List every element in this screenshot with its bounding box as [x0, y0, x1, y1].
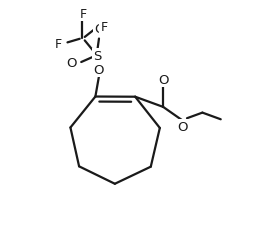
Text: F: F — [100, 21, 107, 34]
Text: O: O — [158, 74, 168, 87]
Text: O: O — [66, 57, 77, 70]
Text: S: S — [93, 50, 101, 63]
Text: F: F — [79, 8, 86, 21]
Text: O: O — [93, 64, 104, 77]
Text: O: O — [94, 23, 105, 36]
Text: O: O — [177, 120, 188, 133]
Text: F: F — [54, 38, 62, 51]
